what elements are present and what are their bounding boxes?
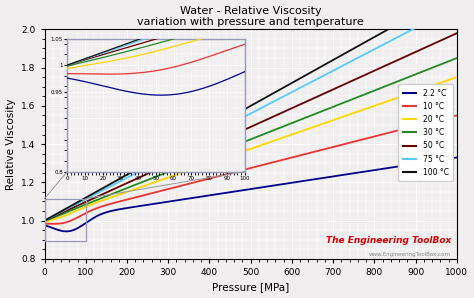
X-axis label: Pressure [MPa]: Pressure [MPa] (212, 283, 289, 292)
100 °C (42, 219, 47, 222)
10 °C (67, 219, 73, 223)
50 °C (304, 100, 310, 103)
75 °C (454, 4, 460, 8)
Title: Water - Relative Viscosity
variation with pressure and temperature: Water - Relative Viscosity variation wit… (137, 6, 364, 27)
50 °C (292, 105, 298, 108)
50 °C (67, 207, 73, 211)
50 °C (281, 110, 287, 114)
30 °C (42, 219, 47, 223)
Line: 75 °C: 75 °C (45, 6, 457, 221)
30 °C (281, 124, 287, 128)
10 °C (305, 152, 310, 155)
30 °C (304, 115, 310, 119)
Text: The Engineering ToolBox: The Engineering ToolBox (326, 236, 451, 245)
Text: www.EngineeringToolBox.com: www.EngineeringToolBox.com (369, 252, 451, 257)
30 °C (67, 209, 73, 213)
Line: 100 °C: 100 °C (45, 0, 457, 221)
20 °C (42, 220, 47, 224)
20 °C (397, 95, 402, 99)
100 °C (397, 21, 402, 25)
2.2 °C (42, 224, 47, 227)
2.2 °C (355, 171, 361, 174)
10 °C (51, 222, 57, 226)
100 °C (304, 73, 310, 76)
2.2 °C (67, 229, 73, 233)
75 °C (304, 82, 310, 86)
75 °C (355, 56, 360, 60)
10 °C (454, 114, 460, 117)
30 °C (397, 79, 402, 82)
20 °C (67, 212, 73, 215)
10 °C (282, 158, 287, 161)
2.2 °C (64, 229, 69, 233)
20 °C (355, 110, 360, 114)
20 °C (292, 132, 298, 135)
75 °C (42, 219, 47, 222)
10 °C (42, 222, 47, 226)
50 °C (42, 219, 47, 222)
10 °C (355, 139, 361, 142)
20 °C (281, 136, 287, 139)
2.2 °C (282, 182, 287, 186)
50 °C (454, 31, 460, 35)
Line: 50 °C: 50 °C (45, 33, 457, 221)
2.2 °C (305, 179, 310, 182)
Bar (45, 198, 86, 241)
10 °C (292, 155, 298, 159)
100 °C (355, 45, 360, 48)
Line: 20 °C: 20 °C (45, 77, 457, 222)
75 °C (281, 94, 287, 98)
30 °C (454, 56, 460, 60)
75 °C (397, 34, 402, 38)
30 °C (292, 120, 298, 124)
75 °C (67, 206, 73, 209)
20 °C (454, 75, 460, 79)
30 °C (355, 95, 360, 99)
50 °C (355, 77, 360, 80)
20 °C (304, 128, 310, 131)
2.2 °C (454, 156, 460, 159)
75 °C (292, 89, 298, 92)
2.2 °C (292, 180, 298, 184)
100 °C (67, 205, 73, 208)
100 °C (281, 86, 287, 89)
Line: 2.2 °C: 2.2 °C (45, 157, 457, 231)
50 °C (397, 58, 402, 61)
Line: 10 °C: 10 °C (45, 115, 457, 224)
10 °C (397, 128, 403, 132)
2.2 °C (397, 164, 403, 168)
Legend: 2.2 °C, 10 °C, 20 °C, 30 °C, 50 °C, 75 °C, 100 °C: 2.2 °C, 10 °C, 20 °C, 30 °C, 50 °C, 75 °… (398, 84, 453, 181)
Line: 30 °C: 30 °C (45, 58, 457, 221)
100 °C (292, 80, 298, 83)
Y-axis label: Relative Viscosity: Relative Viscosity (6, 98, 16, 190)
